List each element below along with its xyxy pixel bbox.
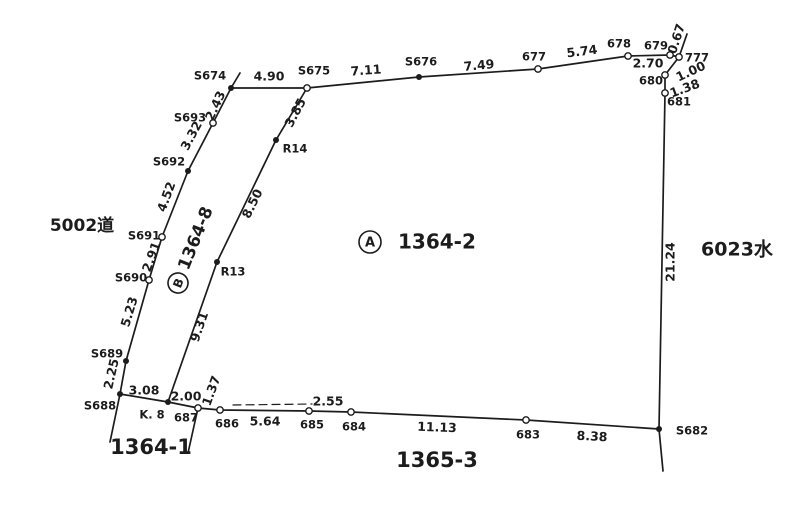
point-label-r14: R14: [283, 142, 308, 156]
point-label-s690: S690: [115, 271, 147, 285]
point-label-683: 683: [516, 428, 540, 442]
distance-label-2-43: 2.43: [202, 88, 229, 122]
point-label-777: 777: [685, 51, 709, 65]
point-label-687: 687: [174, 411, 198, 425]
parcel-b-east-line: [167, 87, 308, 403]
point-label-681: 681: [667, 95, 691, 109]
point-label-s689: S689: [91, 347, 123, 361]
point-679-marker: [666, 51, 674, 59]
distance-label-7-11: 7.11: [350, 61, 382, 78]
parcel-a-label: A 1364-2: [358, 230, 476, 254]
parcel-1365-3-label: 1365-3: [396, 448, 478, 472]
distance-label-4-52: 4.52: [154, 180, 179, 214]
distance-label-11-13: 11.13: [417, 419, 457, 435]
point-s675-marker: [303, 84, 311, 92]
point-label-k-8: K. 8: [139, 408, 164, 422]
point-680-marker: [661, 71, 669, 79]
point-687-marker: [194, 404, 202, 412]
point-s691-marker: [158, 233, 166, 241]
point-label-s675: S675: [298, 64, 330, 78]
distance-label-2-70: 2.70: [633, 56, 664, 71]
parcel-b-label-number: 1364-8: [174, 204, 217, 273]
point-s682-marker: [656, 426, 662, 432]
parcel-a-label-number: 1364-2: [398, 230, 476, 254]
parcel-a-label-letter: A: [365, 236, 375, 251]
point-s690-marker: [145, 276, 153, 284]
point-label-s692: S692: [153, 155, 185, 169]
point-label-s676: S676: [405, 55, 437, 69]
point-685-marker: [305, 407, 313, 415]
south-divider-line: [187, 407, 199, 454]
distance-label-2-91: 2.91: [139, 240, 164, 274]
point-683-marker: [522, 416, 530, 424]
point-label-678: 678: [607, 37, 631, 51]
distance-label-21-24: 21.24: [663, 242, 678, 282]
parcel-1364-1-label: 1364-1: [110, 435, 192, 459]
point-label-r13: R13: [221, 265, 246, 279]
point-r14-marker: [273, 137, 279, 143]
point-label-684: 684: [342, 420, 366, 434]
water-label: 6023水: [701, 239, 774, 261]
point-678-marker: [624, 52, 632, 60]
south-boundary-line: [119, 393, 660, 430]
distance-label-4-90: 4.90: [254, 69, 285, 84]
point-686-marker: [216, 406, 224, 414]
point-k-8-marker: [165, 399, 171, 405]
point-label-s674: S674: [194, 69, 226, 83]
distance-label-9-31: 9.31: [187, 310, 211, 344]
point-label-s693: S693: [174, 111, 206, 125]
point-label-679: 679: [644, 39, 668, 53]
east-boundary-line: [658, 33, 688, 472]
distance-label-5-74: 5.74: [566, 42, 599, 61]
point-s674-marker: [228, 85, 234, 91]
point-s693-marker: [209, 119, 217, 127]
point-684-marker: [347, 408, 355, 416]
distance-label-2-00: 2.00: [171, 389, 202, 404]
point-label-686: 686: [215, 417, 239, 431]
distance-label-1-37: 1.37: [199, 374, 224, 408]
distance-label-2-55: 2.55: [313, 394, 344, 409]
distance-label-7-49: 7.49: [463, 56, 495, 74]
parcel-b-label-circle: [167, 272, 189, 294]
point-s689-marker: [123, 358, 129, 364]
point-label-s691: S691: [128, 229, 160, 243]
distance-label-8-50: 8.50: [239, 186, 266, 221]
point-s692-marker: [185, 168, 191, 174]
distance-label-3-85: 3.85: [281, 95, 309, 129]
distance-label-3-08: 3.08: [129, 383, 160, 398]
point-label-s682: S682: [676, 424, 708, 438]
point-677-marker: [534, 65, 542, 73]
point-s688-marker: [117, 391, 123, 397]
point-label-s688: S688: [84, 399, 116, 413]
road-label: 5002道: [50, 215, 114, 236]
parcel-a-label-circle: [358, 230, 382, 254]
parcel-b-label-letter: B: [170, 276, 186, 290]
point-777-marker: [675, 53, 683, 61]
point-r13-marker: [214, 259, 220, 265]
distance-label-2-25: 2.25: [100, 357, 122, 390]
distance-label-5-64: 5.64: [250, 414, 281, 429]
old-boundary-dashed-line: [232, 403, 313, 406]
distance-label-8-38: 8.38: [576, 428, 608, 445]
point-label-685: 685: [300, 418, 324, 432]
point-label-680: 680: [639, 74, 663, 88]
point-label-677: 677: [522, 50, 546, 64]
point-681-marker: [661, 89, 669, 97]
point-s676-marker: [416, 74, 422, 80]
